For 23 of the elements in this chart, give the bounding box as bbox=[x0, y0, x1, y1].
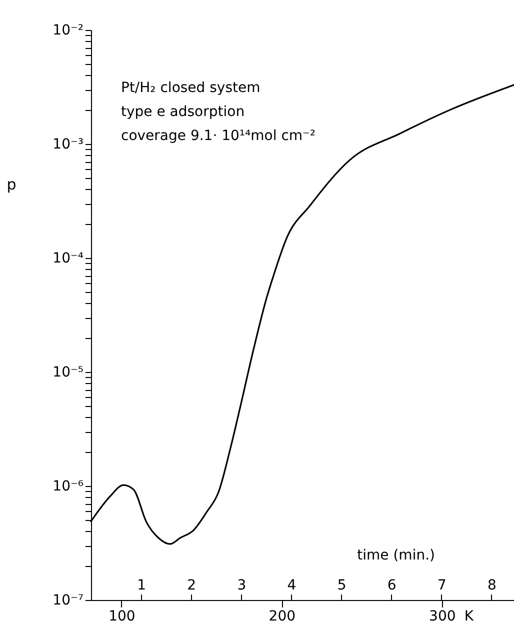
x-axis-title: time (min.) bbox=[357, 548, 435, 564]
x2-tick-label: 300 bbox=[429, 608, 456, 624]
x2-tick-label: 200 bbox=[268, 608, 296, 624]
x-tick-label: 2 bbox=[187, 578, 196, 594]
y-tick-label: 10⁻⁴ bbox=[52, 250, 84, 266]
x-tick-label: 8 bbox=[488, 578, 496, 594]
y-axis-title: p bbox=[6, 175, 16, 194]
x-tick-label: 6 bbox=[387, 578, 396, 594]
y-tick-label: 10⁻³ bbox=[52, 136, 84, 152]
annotation: type e adsorption bbox=[121, 104, 245, 120]
x-tick-label: 3 bbox=[237, 578, 246, 594]
x-tick-label: 5 bbox=[337, 578, 346, 594]
y-tick-label: 10⁻⁵ bbox=[52, 364, 84, 380]
x2-axis-title: K bbox=[464, 608, 474, 624]
y-tick-label: 10⁻² bbox=[52, 22, 84, 38]
annotation: Pt/H₂ closed system bbox=[121, 80, 260, 96]
x-tick-label: 1 bbox=[137, 578, 146, 594]
x-tick-label: 4 bbox=[287, 578, 296, 594]
x2-tick-label: 100 bbox=[108, 608, 136, 624]
y-tick-label: 10⁻⁷ bbox=[52, 592, 84, 608]
annotation: coverage 9.1· 10¹⁴mol cm⁻² bbox=[121, 128, 316, 144]
x-tick-label: 7 bbox=[437, 578, 446, 594]
y-tick-label: 10⁻⁶ bbox=[52, 478, 84, 494]
